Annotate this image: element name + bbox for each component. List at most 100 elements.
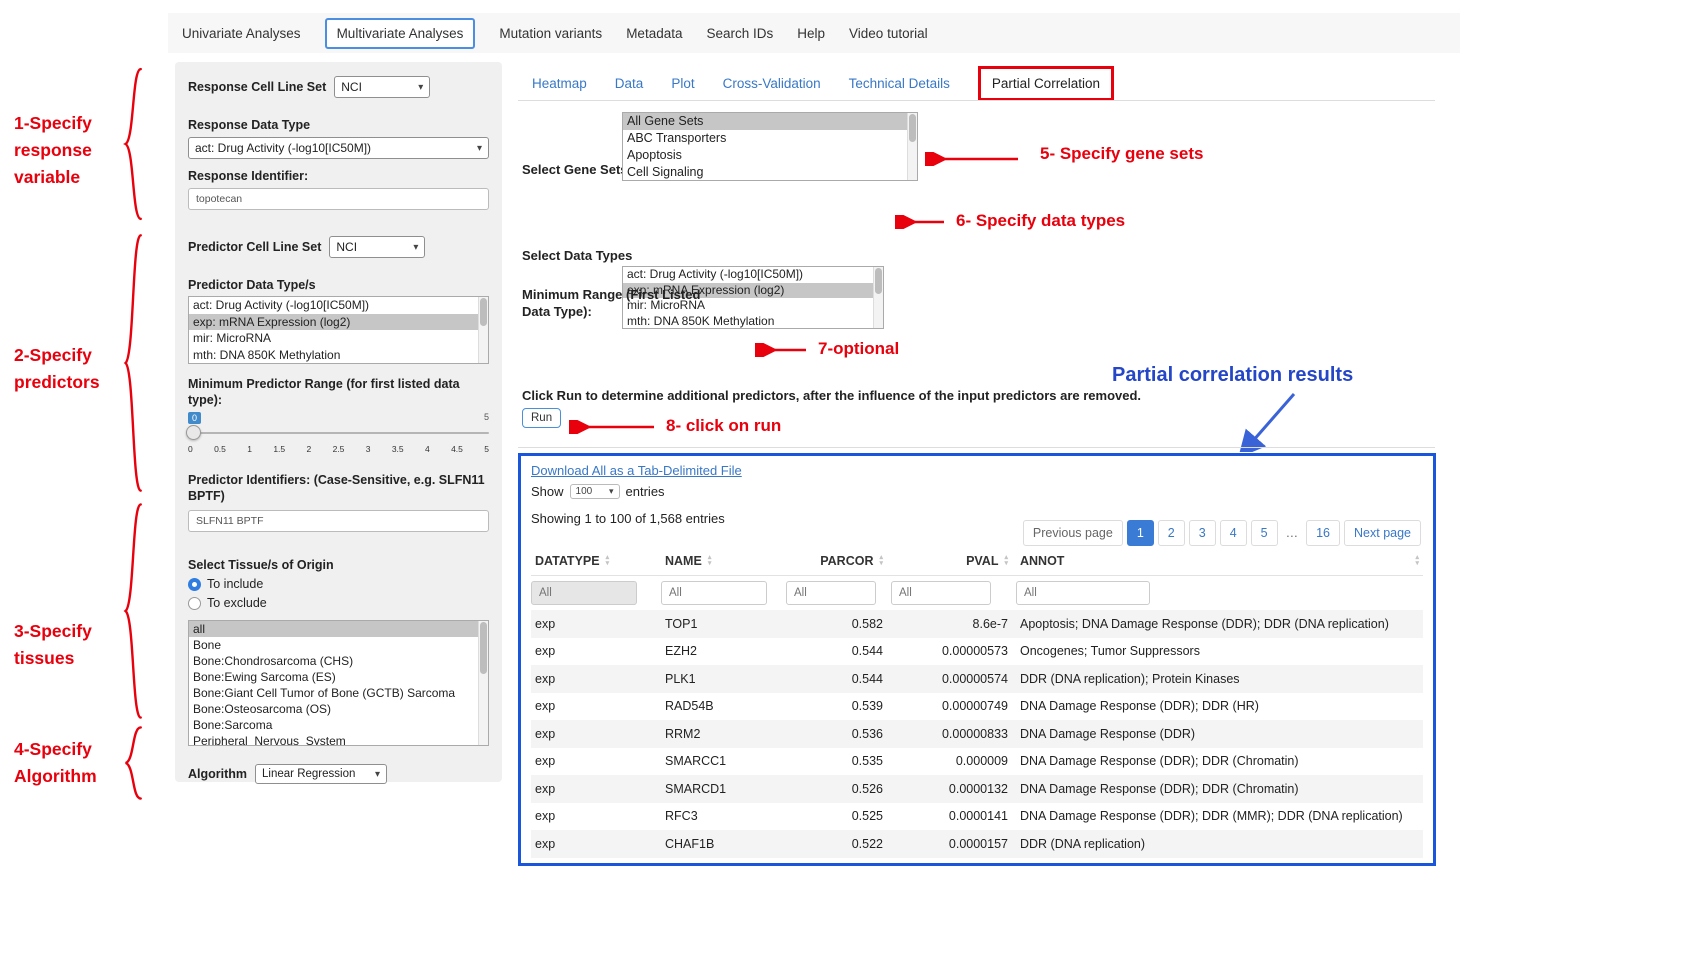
nav-univariate-analyses[interactable]: Univariate Analyses bbox=[182, 26, 301, 41]
filter-name-input[interactable] bbox=[661, 581, 767, 605]
previous-page-button[interactable]: Previous page bbox=[1023, 520, 1123, 546]
predictor-identifiers-input[interactable] bbox=[188, 510, 489, 532]
response-identifier-input[interactable] bbox=[188, 188, 489, 210]
column-label: DATATYPE bbox=[535, 554, 600, 568]
scrollbar[interactable] bbox=[478, 621, 488, 745]
cell-pval: 0.0000132 bbox=[891, 782, 1016, 796]
nav-metadata[interactable]: Metadata bbox=[626, 26, 682, 41]
tab-partial-correlation[interactable]: Partial Correlation bbox=[978, 66, 1114, 101]
tick-label: 3 bbox=[366, 444, 371, 454]
radio-unselected-icon[interactable] bbox=[188, 597, 201, 610]
filter-pval-input[interactable] bbox=[891, 581, 991, 605]
column-header-parcor[interactable]: PARCOR▴▾ bbox=[786, 554, 891, 568]
radio-selected-icon[interactable] bbox=[188, 578, 201, 591]
predictor-cell-line-set-select[interactable]: NCI ▾ bbox=[329, 236, 425, 258]
response-cell-line-set-select[interactable]: NCI ▾ bbox=[334, 76, 430, 98]
page-button-3[interactable]: 3 bbox=[1189, 520, 1216, 546]
sort-icon[interactable]: ▴▾ bbox=[879, 555, 883, 567]
gene-sets-label: Select Gene Sets bbox=[522, 162, 628, 177]
filter-annot-input[interactable] bbox=[1016, 581, 1150, 605]
filter-datatype-input[interactable] bbox=[531, 581, 637, 605]
tissue-include-radio-row[interactable]: To include bbox=[188, 577, 489, 591]
listbox-option[interactable]: Bone bbox=[189, 637, 488, 653]
page-button-2[interactable]: 2 bbox=[1158, 520, 1185, 546]
nav-multivariate-analyses[interactable]: Multivariate Analyses bbox=[325, 18, 476, 49]
entries-label: entries bbox=[626, 484, 665, 499]
tab-cross-validation[interactable]: Cross-Validation bbox=[723, 76, 821, 91]
predictor-cell-line-set-value: NCI bbox=[336, 240, 357, 254]
algorithm-value: Linear Regression bbox=[262, 768, 355, 780]
listbox-option[interactable]: Cell Signaling bbox=[623, 164, 917, 181]
algorithm-select[interactable]: Linear Regression ▾ bbox=[255, 764, 387, 784]
cell-parcor: 0.544 bbox=[786, 672, 891, 686]
cell-name: SMARCC1 bbox=[661, 754, 786, 768]
listbox-option[interactable]: Bone:Osteosarcoma (OS) bbox=[189, 701, 488, 717]
column-header-annot[interactable]: ANNOT▴▾ bbox=[1016, 554, 1423, 568]
slider-handle[interactable] bbox=[186, 425, 201, 440]
result-tabs: Heatmap Data Plot Cross-Validation Techn… bbox=[532, 66, 1114, 101]
cell-datatype: exp bbox=[531, 809, 661, 823]
filter-parcor-input[interactable] bbox=[786, 581, 876, 605]
show-entries-select[interactable]: 100 ▾ bbox=[570, 484, 620, 499]
scrollbar-thumb[interactable] bbox=[480, 622, 487, 674]
cell-pval: 0.00000749 bbox=[891, 699, 1016, 713]
listbox-option[interactable]: act: Drug Activity (-log10[IC50M]) bbox=[623, 267, 883, 283]
listbox-option[interactable]: Bone:Sarcoma bbox=[189, 717, 488, 733]
tick-label: 2.5 bbox=[333, 444, 345, 454]
slider-track[interactable] bbox=[188, 432, 489, 434]
page-button-4[interactable]: 4 bbox=[1220, 520, 1247, 546]
page-button-1[interactable]: 1 bbox=[1127, 520, 1154, 546]
nav-mutation-variants[interactable]: Mutation variants bbox=[499, 26, 602, 41]
nav-video-tutorial[interactable]: Video tutorial bbox=[849, 26, 928, 41]
response-identifier-label: Response Identifier: bbox=[188, 169, 489, 183]
nav-search-ids[interactable]: Search IDs bbox=[706, 26, 773, 41]
listbox-option-selected[interactable]: exp: mRNA Expression (log2) bbox=[189, 314, 488, 331]
listbox-option[interactable]: mir: MicroRNA bbox=[189, 330, 488, 347]
column-header-datatype[interactable]: DATATYPE ▴▾ bbox=[531, 554, 661, 568]
scrollbar-thumb[interactable] bbox=[875, 268, 882, 294]
partial-correlation-results-panel: Download All as a Tab-Delimited File Sho… bbox=[518, 453, 1436, 866]
sort-icon[interactable]: ▴▾ bbox=[606, 555, 610, 567]
min-predictor-range-slider[interactable]: 0 5 00.511.522.533.544.55 bbox=[188, 412, 489, 458]
listbox-option[interactable]: Bone:Ewing Sarcoma (ES) bbox=[189, 669, 488, 685]
scrollbar-thumb[interactable] bbox=[909, 114, 916, 142]
table-row: exp PLK1 0.544 0.00000574 DDR (DNA repli… bbox=[531, 665, 1423, 693]
tissue-exclude-radio-row[interactable]: To exclude bbox=[188, 596, 489, 610]
tab-data[interactable]: Data bbox=[615, 76, 644, 91]
listbox-option[interactable]: mth: DNA 850K Methylation bbox=[189, 347, 488, 364]
listbox-option[interactable]: Bone:Chondrosarcoma (CHS) bbox=[189, 653, 488, 669]
listbox-option[interactable]: Peripheral_Nervous_System bbox=[189, 733, 488, 746]
listbox-option-selected[interactable]: All Gene Sets bbox=[623, 113, 917, 130]
cell-annot: DDR (DNA replication) bbox=[1016, 837, 1423, 851]
download-tab-delimited-link[interactable]: Download All as a Tab-Delimited File bbox=[531, 463, 742, 478]
cell-pval: 0.00000574 bbox=[891, 672, 1016, 686]
tab-heatmap[interactable]: Heatmap bbox=[532, 76, 587, 91]
tab-plot[interactable]: Plot bbox=[671, 76, 694, 91]
sort-icon[interactable]: ▴▾ bbox=[1004, 555, 1008, 567]
cell-parcor: 0.526 bbox=[786, 782, 891, 796]
scrollbar[interactable] bbox=[478, 297, 488, 363]
column-header-pval[interactable]: PVAL▴▾ bbox=[891, 554, 1016, 568]
annotation-step3: 3-Specify tissues bbox=[14, 618, 124, 672]
response-data-type-select[interactable]: act: Drug Activity (-log10[IC50M]) ▾ bbox=[188, 137, 489, 159]
listbox-option[interactable]: ABC Transporters bbox=[623, 130, 917, 147]
page-button-5[interactable]: 5 bbox=[1251, 520, 1278, 546]
listbox-option[interactable]: Apoptosis bbox=[623, 147, 917, 164]
sort-icon[interactable]: ▴▾ bbox=[708, 555, 712, 567]
listbox-option[interactable]: Bone:Giant Cell Tumor of Bone (GCTB) Sar… bbox=[189, 685, 488, 701]
cell-datatype: exp bbox=[531, 837, 661, 851]
tab-technical-details[interactable]: Technical Details bbox=[849, 76, 950, 91]
sort-icon[interactable]: ▴▾ bbox=[1415, 555, 1419, 567]
listbox-option[interactable]: act: Drug Activity (-log10[IC50M]) bbox=[189, 297, 488, 314]
next-page-button[interactable]: Next page bbox=[1344, 520, 1421, 546]
top-navigation: Univariate Analyses Multivariate Analyse… bbox=[168, 13, 1460, 53]
scrollbar-thumb[interactable] bbox=[480, 298, 487, 326]
cell-annot: Oncogenes; Tumor Suppressors bbox=[1016, 644, 1423, 658]
page-button-16[interactable]: 16 bbox=[1306, 520, 1340, 546]
nav-help[interactable]: Help bbox=[797, 26, 825, 41]
scrollbar[interactable] bbox=[873, 267, 883, 328]
column-header-name[interactable]: NAME▴▾ bbox=[661, 554, 786, 568]
run-button[interactable]: Run bbox=[522, 408, 561, 428]
listbox-option-selected[interactable]: all bbox=[189, 621, 488, 637]
scrollbar[interactable] bbox=[907, 113, 917, 180]
